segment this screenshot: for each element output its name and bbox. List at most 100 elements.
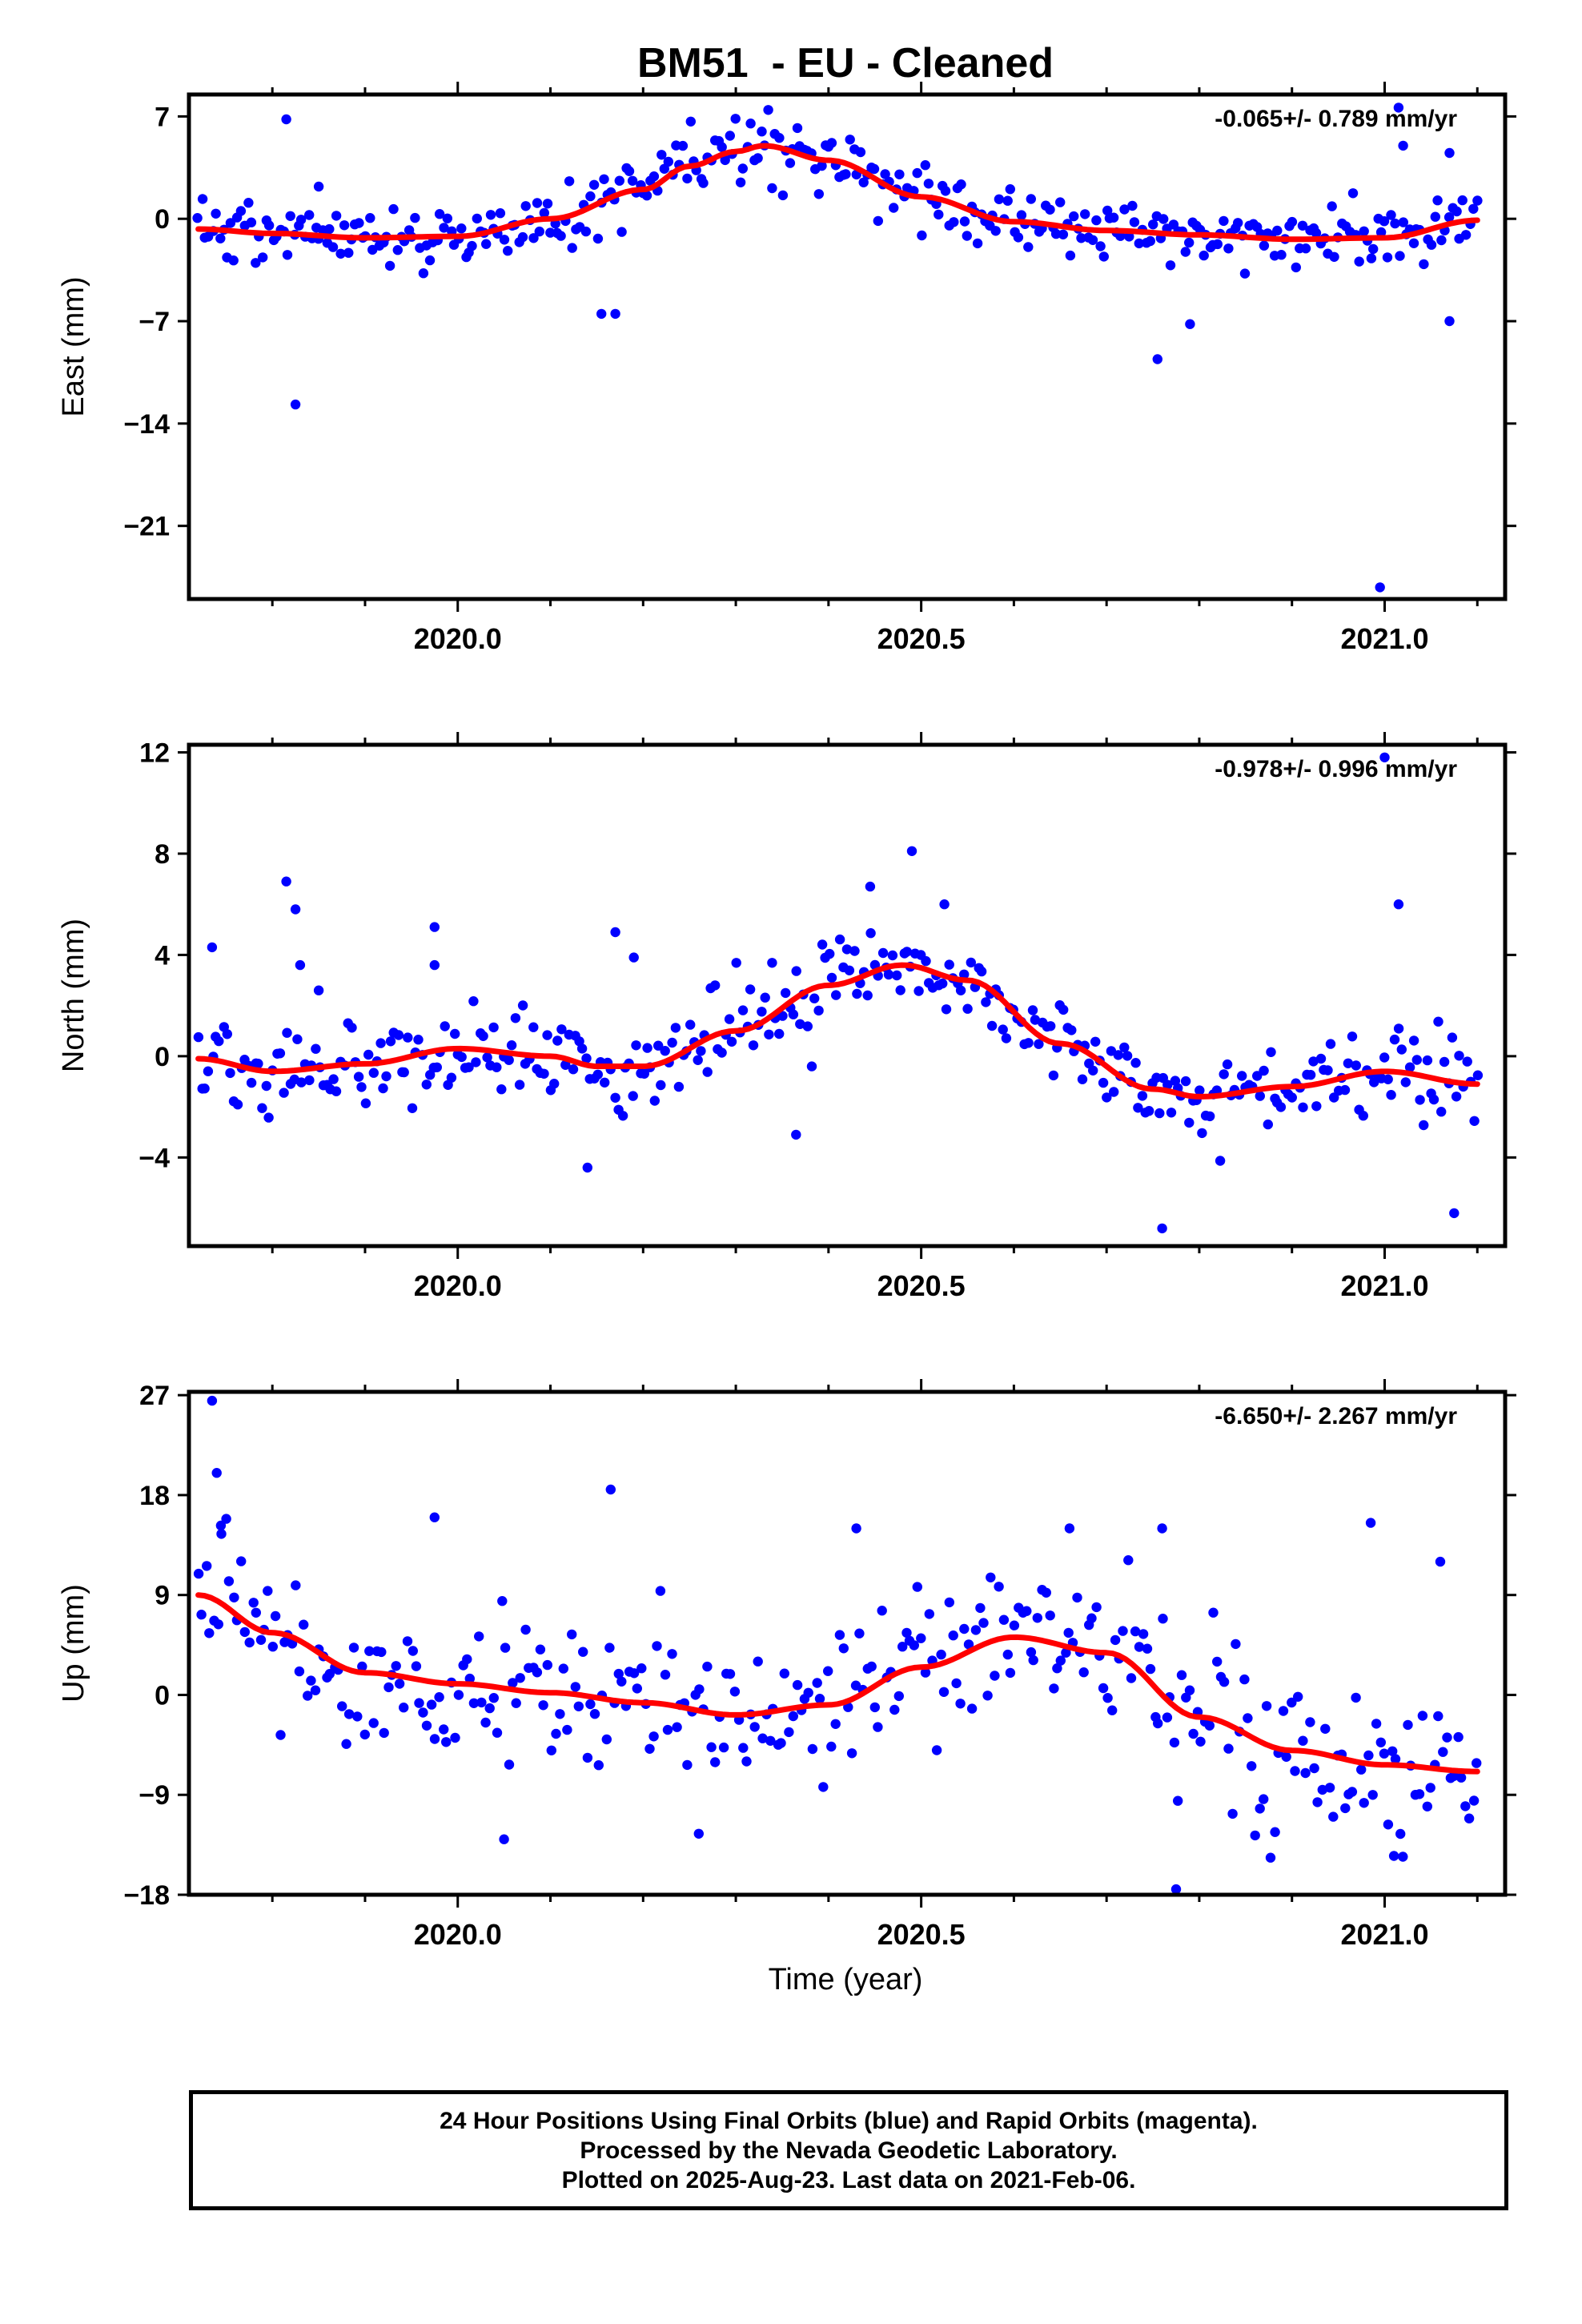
data-point xyxy=(1002,1649,1014,1660)
data-point xyxy=(481,239,492,249)
data-point xyxy=(1442,1732,1452,1743)
data-point xyxy=(1419,259,1429,270)
data-point xyxy=(1340,1803,1351,1814)
data-point xyxy=(1270,1827,1280,1837)
data-point xyxy=(304,1075,315,1086)
data-point xyxy=(214,1035,224,1047)
data-point xyxy=(236,1556,247,1566)
data-point xyxy=(725,131,735,141)
data-point xyxy=(468,1698,480,1708)
data-point xyxy=(1327,201,1337,211)
data-point xyxy=(232,1100,243,1110)
data-point xyxy=(1013,232,1024,243)
data-point xyxy=(763,105,773,115)
data-point xyxy=(539,1068,549,1080)
data-point xyxy=(781,987,791,999)
data-point xyxy=(648,1731,659,1742)
data-point xyxy=(456,1051,467,1063)
y-tick-label: −4 xyxy=(139,1143,170,1173)
y-tick-label: −7 xyxy=(139,307,170,337)
data-point xyxy=(1281,1751,1291,1762)
data-point xyxy=(951,1678,962,1689)
data-point xyxy=(931,1745,942,1755)
data-point xyxy=(685,116,696,127)
data-point xyxy=(421,1080,432,1090)
data-point xyxy=(1145,1663,1156,1675)
data-point xyxy=(949,217,959,227)
data-point xyxy=(311,1043,321,1054)
data-point xyxy=(410,212,420,223)
data-point xyxy=(1278,1706,1289,1716)
data-point xyxy=(1300,1767,1311,1779)
y-tick-label: 0 xyxy=(155,204,170,235)
data-point xyxy=(1023,242,1034,252)
data-point xyxy=(517,231,528,243)
data-point xyxy=(830,1719,841,1729)
data-point xyxy=(1184,1685,1195,1695)
data-point xyxy=(570,1682,580,1692)
data-point xyxy=(1375,1737,1387,1747)
outlier-point xyxy=(429,959,440,971)
data-point xyxy=(1231,1638,1241,1650)
outlier-point xyxy=(1444,147,1455,159)
outlier-point xyxy=(851,1523,861,1534)
data-point xyxy=(1468,203,1479,214)
data-point xyxy=(693,1055,703,1066)
data-point xyxy=(948,1630,958,1641)
data-point xyxy=(1195,1085,1205,1096)
data-point xyxy=(251,1607,261,1618)
data-point xyxy=(1315,1053,1327,1064)
data-point xyxy=(1472,1758,1482,1768)
data-point xyxy=(1298,1735,1308,1746)
data-point xyxy=(1052,1663,1062,1674)
data-point xyxy=(343,1709,355,1719)
data-point xyxy=(1122,1051,1133,1061)
data-point xyxy=(564,176,575,187)
data-point xyxy=(912,1582,923,1592)
data-point xyxy=(391,1661,401,1671)
data-point xyxy=(652,1641,662,1651)
data-point xyxy=(1266,1047,1276,1058)
data-point xyxy=(998,1614,1010,1625)
outlier-point xyxy=(610,308,620,320)
data-point xyxy=(296,1077,307,1088)
data-point xyxy=(785,158,796,168)
data-point xyxy=(604,1642,615,1653)
data-point xyxy=(1045,204,1055,215)
data-point xyxy=(1408,1035,1419,1046)
outlier-point xyxy=(865,881,876,892)
data-point xyxy=(1403,1719,1413,1731)
data-point xyxy=(959,969,970,980)
data-point xyxy=(578,1647,588,1657)
data-point xyxy=(1308,1056,1319,1067)
data-point xyxy=(1199,250,1209,261)
data-point xyxy=(1027,1005,1038,1015)
data-point xyxy=(941,1004,952,1015)
x-tick-label: 2020.0 xyxy=(414,1269,502,1302)
data-point xyxy=(844,965,855,976)
data-point xyxy=(1069,211,1079,222)
data-point xyxy=(849,946,860,956)
data-point xyxy=(934,209,944,220)
data-point xyxy=(1259,240,1270,251)
data-point xyxy=(1329,251,1339,262)
data-point xyxy=(337,1701,347,1711)
data-point xyxy=(429,1734,440,1744)
data-point xyxy=(551,1728,561,1739)
data-point xyxy=(267,1642,278,1652)
data-point xyxy=(809,993,820,1003)
data-point xyxy=(376,1647,387,1658)
data-point xyxy=(748,1040,759,1051)
data-point xyxy=(1130,1626,1141,1637)
data-point xyxy=(532,198,543,208)
data-point xyxy=(348,1642,359,1653)
data-point xyxy=(873,215,884,227)
data-point xyxy=(542,199,553,209)
data-point xyxy=(453,1690,464,1700)
data-point xyxy=(636,1663,647,1674)
data-point xyxy=(476,1697,487,1708)
data-point xyxy=(462,1654,472,1665)
data-point xyxy=(1339,1084,1351,1096)
rate-annotation: -0.978+/- 0.996 mm/yr xyxy=(1215,756,1457,782)
data-point xyxy=(792,123,803,134)
